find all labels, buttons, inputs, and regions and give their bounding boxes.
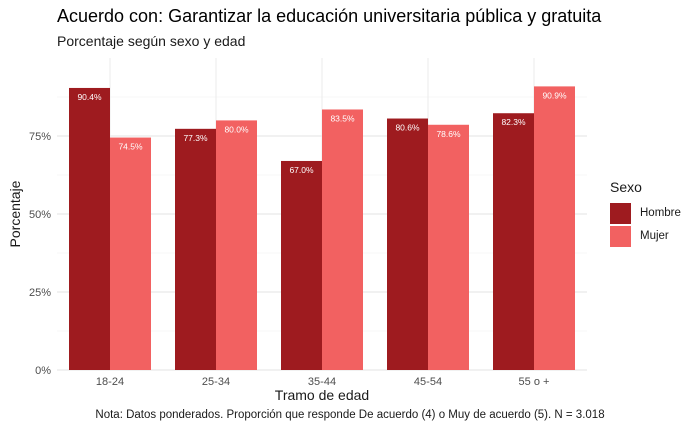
bar-value-label: 83.5%: [330, 113, 355, 123]
bar-hombre-3: [281, 160, 322, 370]
bar-mujer-4: [428, 124, 469, 370]
bar-value-label: 90.9%: [542, 90, 567, 100]
y-tick-label: 25%: [29, 287, 51, 299]
chart-subtitle: Porcentaje según sexo y edad: [57, 33, 246, 49]
x-tick-label: 25-34: [202, 376, 230, 388]
bar-value-label: 90.4%: [77, 92, 102, 102]
x-tick-label: 18-24: [96, 376, 124, 388]
bar-mujer-3: [322, 109, 363, 370]
x-axis-title: Tramo de edad: [275, 387, 369, 403]
y-tick-label: 0%: [35, 365, 51, 377]
legend-item-hombre: Hombre: [610, 202, 681, 224]
bar-mujer-5: [534, 86, 575, 370]
bar-hombre-1: [69, 87, 110, 371]
bar-mujer-2: [216, 120, 257, 371]
legend-key-hombre: [610, 202, 631, 224]
bar-value-label: 78.6%: [436, 129, 461, 139]
legend-label-hombre: Hombre: [640, 207, 681, 219]
bar-value-label: 77.3%: [183, 133, 208, 143]
bar-value-label: 82.3%: [501, 117, 526, 127]
x-tick-label: 45-54: [414, 376, 442, 388]
legend-label-mujer: Mujer: [640, 230, 669, 242]
bar-value-label: 74.5%: [118, 142, 143, 152]
legend-title: Sexo: [610, 179, 642, 195]
legend-key-mujer: [610, 225, 631, 247]
bar-hombre-2: [175, 128, 216, 370]
y-axis-title: Porcentaje: [7, 180, 23, 247]
bar-hombre-4: [387, 118, 428, 370]
bar-hombre-5: [493, 113, 534, 370]
legend-item-mujer: Mujer: [610, 225, 669, 247]
x-tick-label: 35-44: [308, 376, 336, 388]
bar-value-label: 80.6%: [395, 123, 420, 133]
x-tick-label: 55 o +: [519, 376, 550, 388]
bar-value-label: 67.0%: [289, 165, 314, 175]
chart-title: Acuerdo con: Garantizar la educación uni…: [57, 6, 602, 26]
y-tick-label: 50%: [29, 209, 51, 221]
bar-mujer-1: [110, 137, 151, 370]
y-tick-label: 75%: [29, 131, 51, 143]
bar-value-label: 80.0%: [224, 124, 249, 134]
chart-caption: Nota: Datos ponderados. Proporción que r…: [95, 409, 605, 421]
